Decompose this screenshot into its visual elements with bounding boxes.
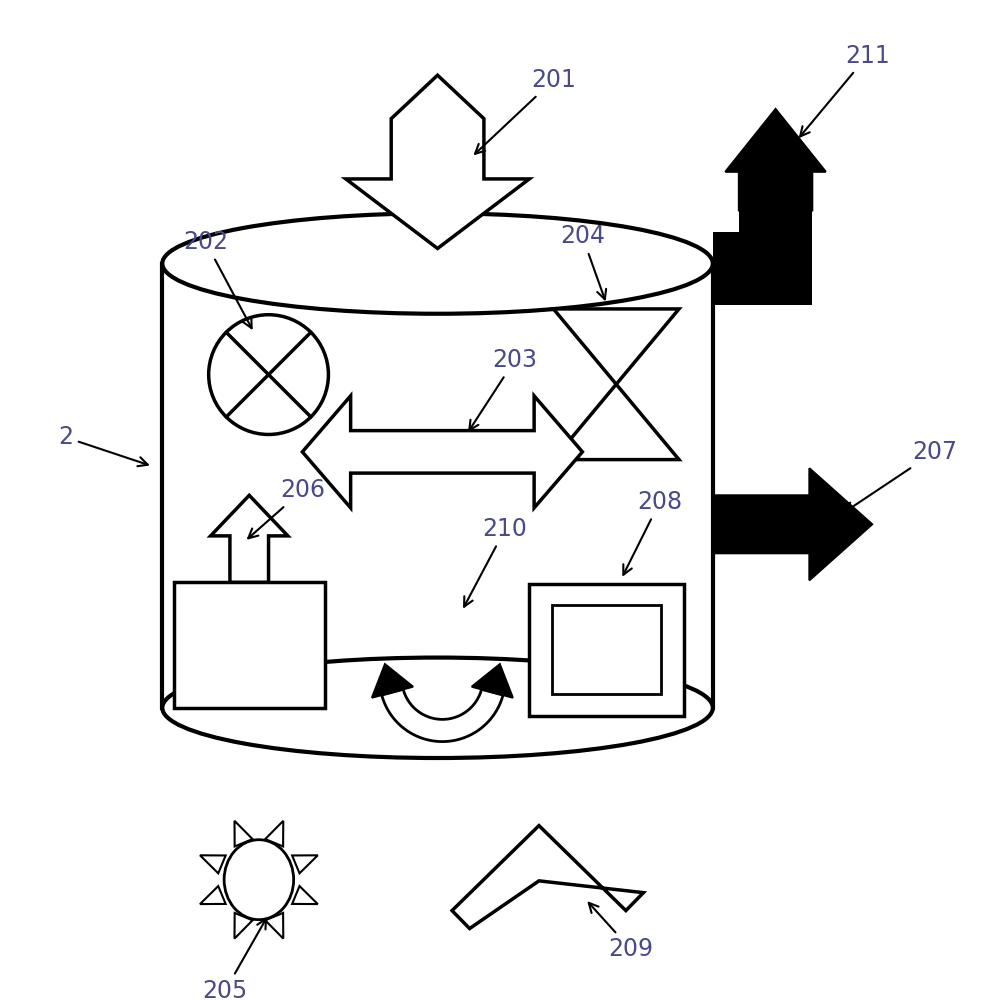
Polygon shape [452,826,643,929]
Text: 207: 207 [845,440,957,512]
Text: 204: 204 [560,224,606,299]
Polygon shape [382,689,503,742]
Polygon shape [200,855,226,873]
Bar [173,582,325,708]
Polygon shape [235,821,253,846]
Ellipse shape [224,840,293,920]
Polygon shape [346,75,529,248]
Polygon shape [200,886,226,904]
Ellipse shape [163,213,713,314]
Polygon shape [292,855,318,873]
Bar [713,232,813,305]
Polygon shape [553,309,679,384]
Bar [529,584,684,716]
Circle shape [209,315,328,434]
Polygon shape [372,664,413,698]
Polygon shape [302,396,583,508]
Text: 209: 209 [589,903,653,961]
Text: 208: 208 [623,490,682,575]
Text: 2: 2 [58,425,148,466]
Text: 211: 211 [800,44,890,136]
Polygon shape [266,821,283,846]
Polygon shape [235,913,253,939]
Polygon shape [713,468,872,580]
Text: 201: 201 [475,68,576,154]
Polygon shape [472,664,512,698]
Polygon shape [553,384,679,460]
Ellipse shape [163,658,713,758]
Text: 205: 205 [202,919,266,1000]
Text: 206: 206 [248,478,325,538]
Polygon shape [211,495,287,582]
Polygon shape [725,109,826,210]
Text: 202: 202 [183,230,252,328]
Polygon shape [266,913,283,939]
Polygon shape [292,886,318,904]
Text: 203: 203 [470,348,537,430]
Text: 210: 210 [464,517,527,607]
Bar [552,605,661,694]
Bar [739,172,813,305]
